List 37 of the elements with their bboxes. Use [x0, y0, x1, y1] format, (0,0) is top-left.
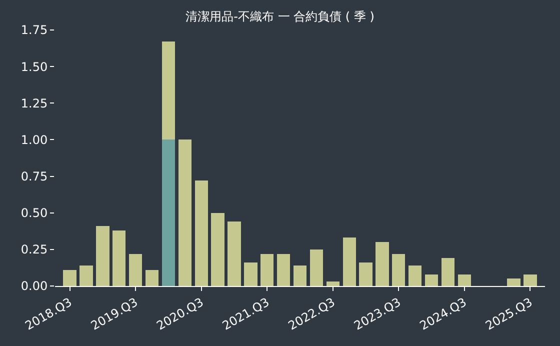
bar [376, 242, 389, 286]
bar [293, 266, 307, 286]
bar [342, 238, 356, 286]
bar [128, 254, 142, 286]
bar [145, 270, 159, 286]
y-tick-label: 1.75 [20, 23, 48, 38]
y-tick-label: 0.75 [20, 169, 48, 184]
bar [112, 230, 126, 286]
bar [178, 140, 192, 286]
bar [211, 212, 224, 286]
bar [458, 274, 472, 286]
bar [162, 42, 176, 140]
bar [359, 262, 372, 286]
bar [326, 282, 340, 286]
bar [80, 266, 93, 286]
bar [276, 254, 290, 286]
bar [244, 262, 258, 286]
y-tick-label: 0.50 [20, 206, 48, 220]
y-tick-label: 0.25 [20, 242, 48, 257]
y-tick-label: 0.00 [20, 279, 48, 294]
bar [392, 254, 406, 286]
bar [424, 274, 438, 286]
bar [194, 180, 208, 286]
bar [63, 270, 76, 286]
bar [408, 266, 422, 286]
bar [441, 258, 455, 286]
bar [310, 249, 324, 286]
bar [524, 274, 537, 286]
chart-title: 清潔用品-不織布 一 合約負債 ( 季 ) [186, 10, 374, 24]
y-tick-label: 1.25 [20, 96, 48, 110]
y-tick-label: 1.00 [20, 132, 48, 147]
bar [96, 226, 110, 286]
y-tick-label: 1.50 [20, 60, 48, 74]
bar [260, 254, 274, 286]
bar [162, 140, 176, 286]
bar [507, 278, 520, 286]
bar [228, 222, 241, 286]
